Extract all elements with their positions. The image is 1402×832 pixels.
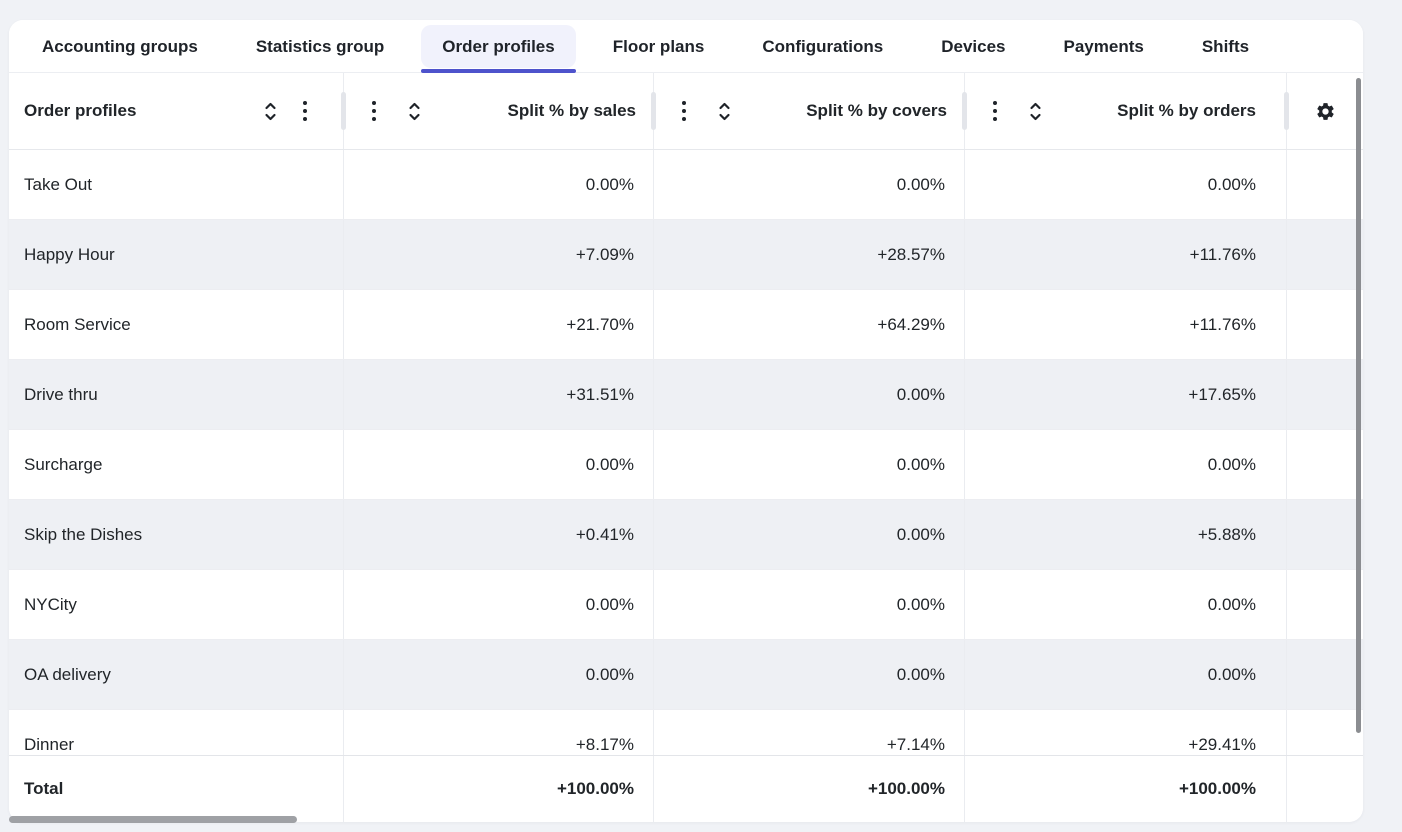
row-value-sales: +8.17% [344, 710, 654, 755]
kebab-menu-icon[interactable] [991, 99, 999, 123]
table-header-row: Order profiles Split % b [9, 73, 1363, 150]
row-value-sales: 0.00% [344, 150, 654, 219]
row-value-covers: 0.00% [654, 360, 965, 429]
tab-statistics-group[interactable]: Statistics group [255, 36, 385, 56]
row-value-covers: 0.00% [654, 570, 965, 639]
row-value-sales: +0.41% [344, 500, 654, 569]
row-settings-cell [1287, 640, 1363, 709]
column-header-order-profiles: Order profiles [9, 73, 346, 149]
row-settings-cell [1287, 290, 1363, 359]
row-value-covers: 0.00% [654, 150, 965, 219]
total-settings-cell [1287, 756, 1363, 822]
row-label: Surcharge [9, 430, 344, 499]
tab-configurations[interactable]: Configurations [762, 36, 884, 56]
column-header-label: Split % by covers [806, 101, 947, 120]
column-header-split-orders: Split % by orders [965, 73, 1289, 149]
row-value-covers: +28.57% [654, 220, 965, 289]
table-body: Take Out 0.00% 0.00% 0.00% Happy Hour +7… [9, 150, 1363, 755]
row-value-sales: +21.70% [344, 290, 654, 359]
table-row[interactable]: Happy Hour +7.09% +28.57% +11.76% [9, 220, 1363, 290]
table-row[interactable]: Room Service +21.70% +64.29% +11.76% [9, 290, 1363, 360]
kebab-menu-icon[interactable] [370, 99, 378, 123]
row-value-covers: 0.00% [654, 430, 965, 499]
tab-devices[interactable]: Devices [941, 36, 1006, 56]
row-label: OA delivery [9, 640, 344, 709]
column-header-split-sales: Split % by sales [344, 73, 656, 149]
row-value-sales: +7.09% [344, 220, 654, 289]
row-settings-cell [1287, 710, 1363, 755]
row-value-orders: 0.00% [965, 640, 1287, 709]
kebab-menu-icon[interactable] [680, 99, 688, 123]
row-value-orders: +29.41% [965, 710, 1287, 755]
settings-panel: Accounting groups Statistics group Order… [9, 20, 1363, 822]
row-value-orders: +11.76% [965, 220, 1287, 289]
row-settings-cell [1287, 500, 1363, 569]
kebab-menu-icon[interactable] [301, 99, 309, 123]
column-header-settings [1287, 73, 1363, 149]
table-row[interactable]: Surcharge 0.00% 0.00% 0.00% [9, 430, 1363, 500]
sort-icon[interactable] [264, 102, 277, 121]
row-label: Dinner [9, 710, 344, 755]
row-value-orders: 0.00% [965, 150, 1287, 219]
table-row[interactable]: NYCity 0.00% 0.00% 0.00% [9, 570, 1363, 640]
tab-order-profiles[interactable]: Order profiles [421, 24, 577, 73]
column-resize-handle[interactable] [1284, 92, 1289, 130]
column-header-label: Split % by sales [507, 101, 637, 120]
total-value-sales: +100.00% [344, 756, 654, 822]
row-value-covers: +64.29% [654, 290, 965, 359]
total-row: Total +100.00% +100.00% +100.00% [9, 755, 1363, 822]
column-resize-handle[interactable] [341, 92, 346, 130]
row-value-covers: 0.00% [654, 500, 965, 569]
row-value-orders: +17.65% [965, 360, 1287, 429]
column-header-label: Split % by orders [1117, 101, 1256, 120]
row-label: NYCity [9, 570, 344, 639]
row-value-orders: 0.00% [965, 430, 1287, 499]
row-value-sales: +31.51% [344, 360, 654, 429]
row-label: Happy Hour [9, 220, 344, 289]
table-row[interactable]: OA delivery 0.00% 0.00% 0.00% [9, 640, 1363, 710]
total-label: Total [9, 756, 344, 822]
row-value-sales: 0.00% [344, 640, 654, 709]
row-label: Take Out [9, 150, 344, 219]
tab-accounting-groups[interactable]: Accounting groups [42, 36, 198, 56]
row-label: Drive thru [9, 360, 344, 429]
column-header-label: Order profiles [24, 101, 137, 120]
tab-shifts[interactable]: Shifts [1201, 36, 1250, 56]
total-value-covers: +100.00% [654, 756, 965, 822]
sort-icon[interactable] [718, 102, 731, 121]
row-label: Room Service [9, 290, 344, 359]
row-value-sales: 0.00% [344, 570, 654, 639]
table-row[interactable]: Drive thru +31.51% 0.00% +17.65% [9, 360, 1363, 430]
tab-payments[interactable]: Payments [1063, 36, 1144, 56]
table-row[interactable]: Dinner +8.17% +7.14% +29.41% [9, 710, 1363, 755]
sort-icon[interactable] [1029, 102, 1042, 121]
row-value-covers: +7.14% [654, 710, 965, 755]
tab-bar: Accounting groups Statistics group Order… [9, 20, 1363, 73]
column-resize-handle[interactable] [651, 92, 656, 130]
tab-floor-plans[interactable]: Floor plans [612, 36, 705, 56]
sort-icon[interactable] [408, 102, 421, 121]
gear-icon[interactable] [1315, 101, 1336, 122]
row-value-covers: 0.00% [654, 640, 965, 709]
table-row[interactable]: Take Out 0.00% 0.00% 0.00% [9, 150, 1363, 220]
horizontal-scrollbar[interactable] [9, 816, 297, 823]
total-value-orders: +100.00% [965, 756, 1287, 822]
row-settings-cell [1287, 570, 1363, 639]
vertical-scrollbar[interactable] [1356, 78, 1361, 733]
row-value-sales: 0.00% [344, 430, 654, 499]
row-value-orders: +5.88% [965, 500, 1287, 569]
row-settings-cell [1287, 150, 1363, 219]
row-settings-cell [1287, 360, 1363, 429]
row-label: Skip the Dishes [9, 500, 344, 569]
row-settings-cell [1287, 220, 1363, 289]
row-value-orders: +11.76% [965, 290, 1287, 359]
row-value-orders: 0.00% [965, 570, 1287, 639]
row-settings-cell [1287, 430, 1363, 499]
table-row[interactable]: Skip the Dishes +0.41% 0.00% +5.88% [9, 500, 1363, 570]
column-header-split-covers: Split % by covers [654, 73, 967, 149]
column-resize-handle[interactable] [962, 92, 967, 130]
